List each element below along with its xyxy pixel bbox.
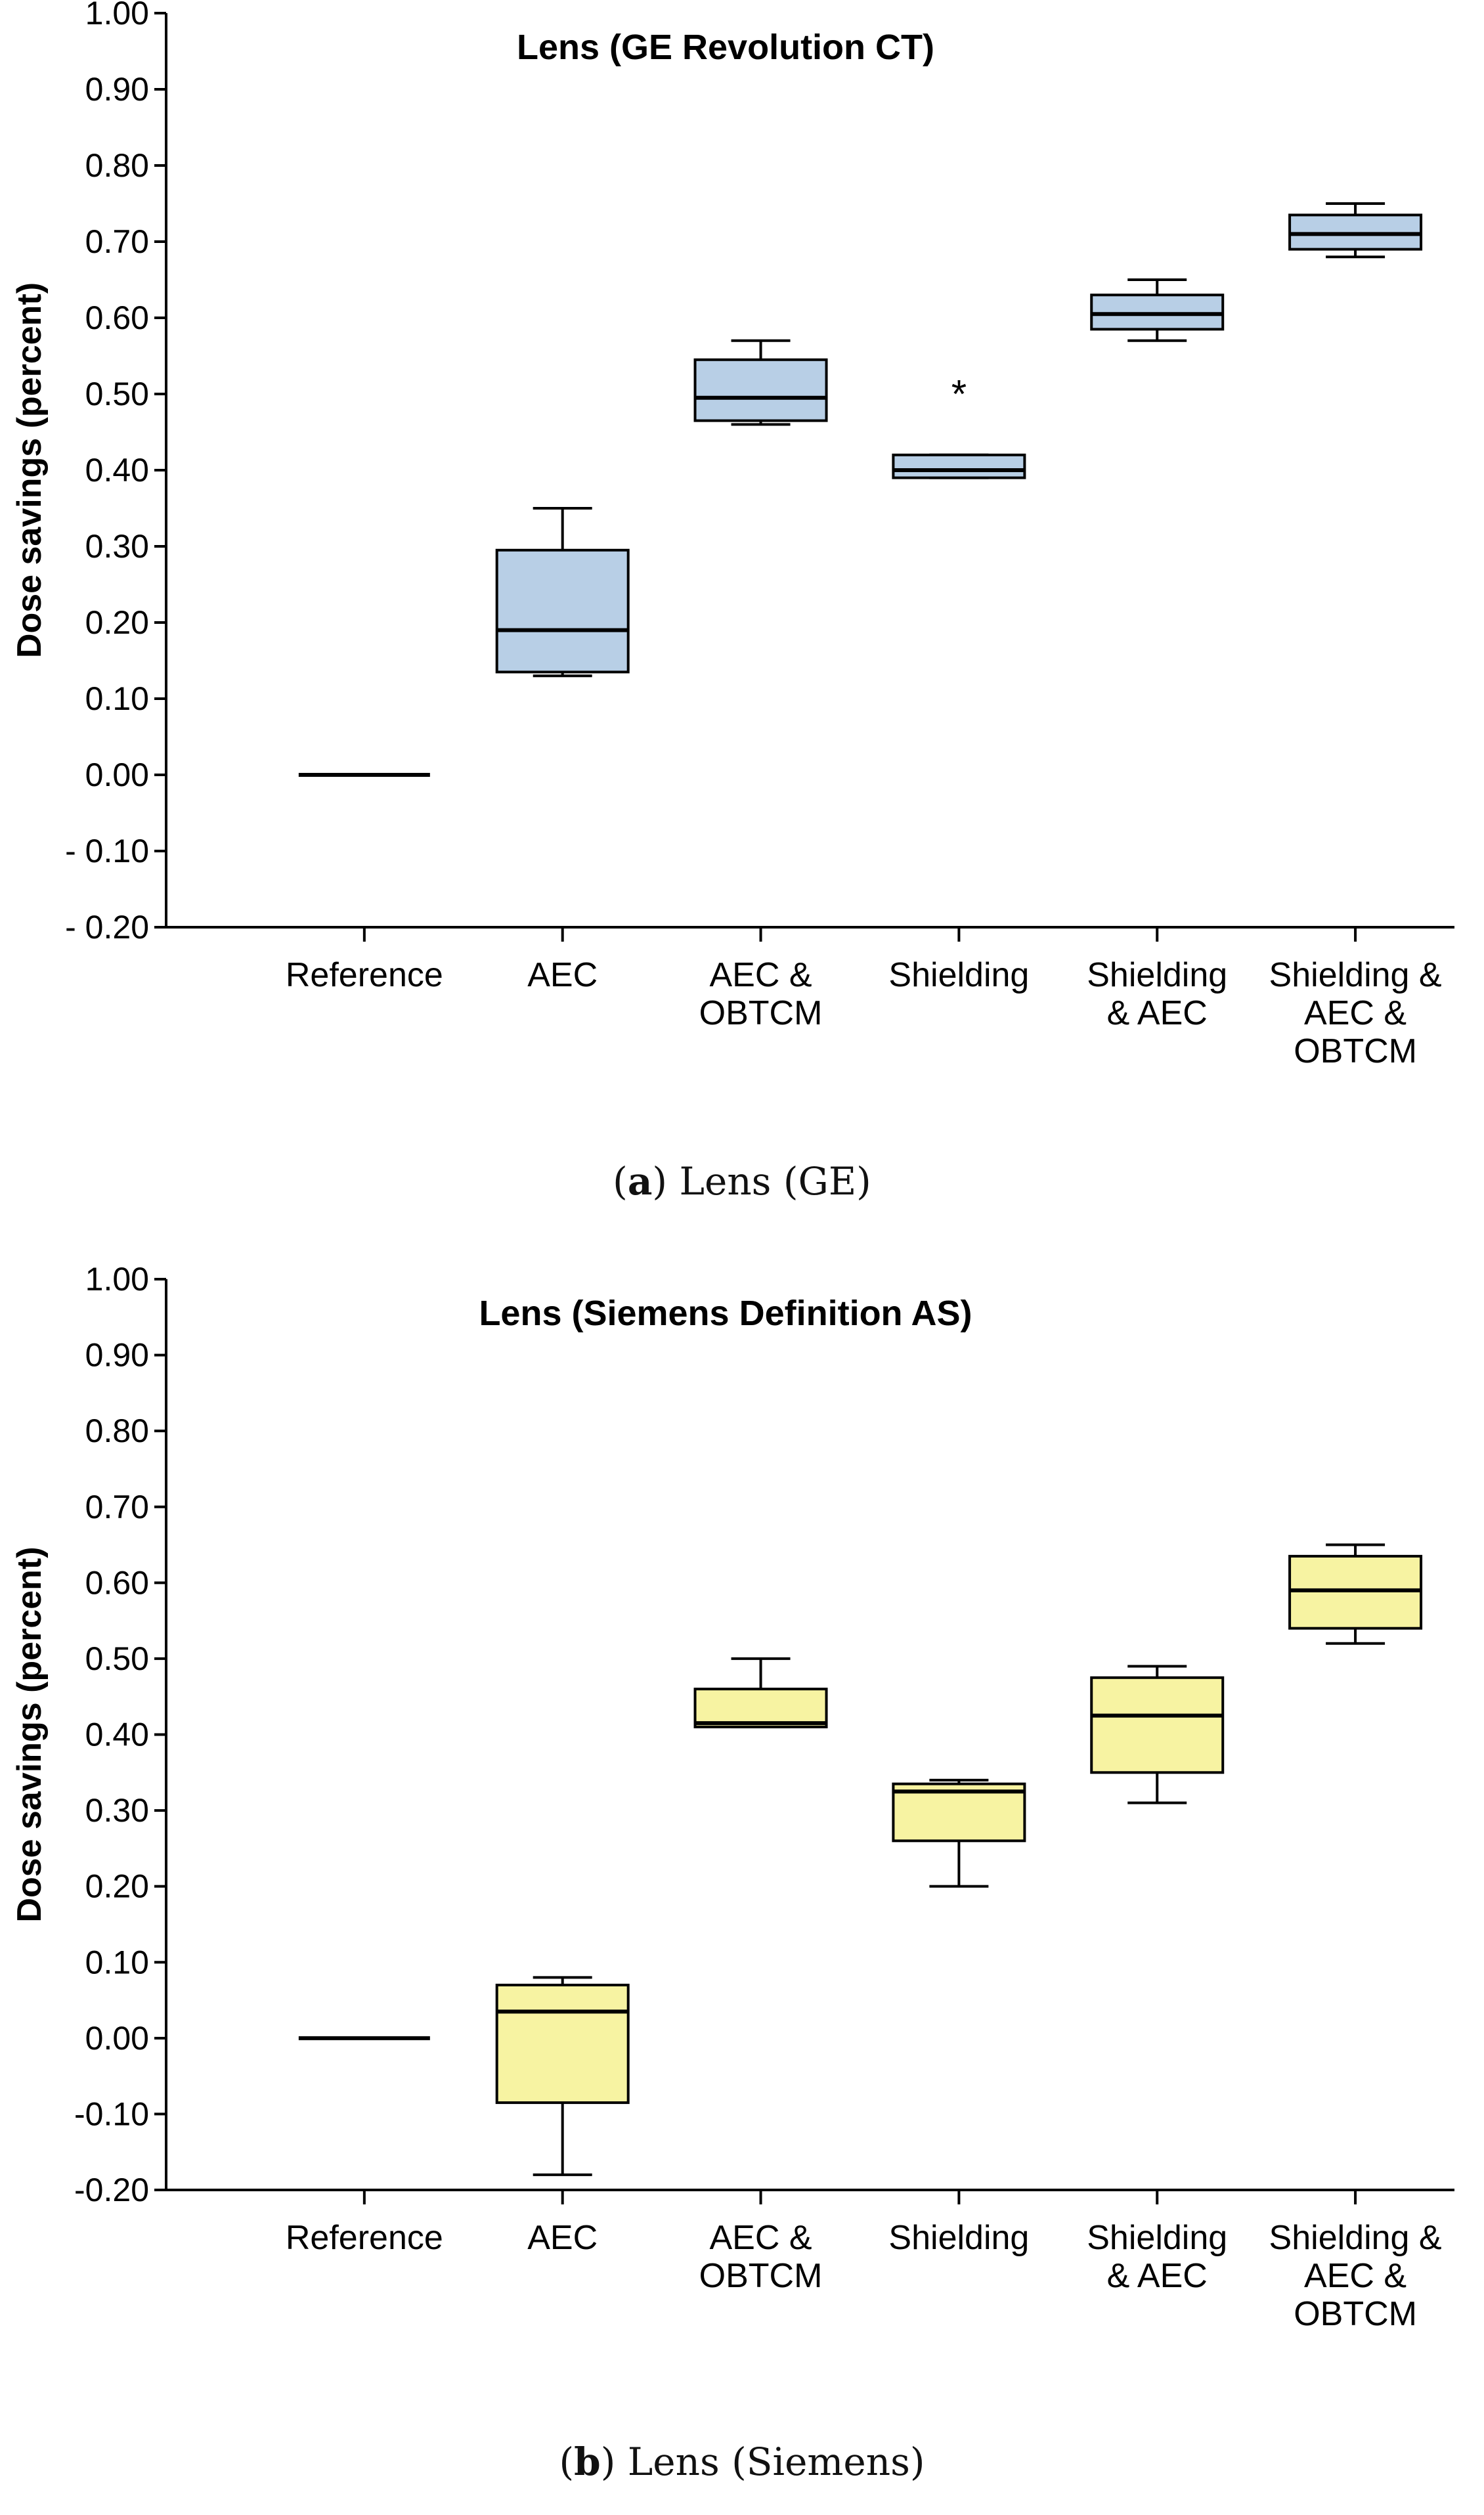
x-tick-label-line: AEC & — [1304, 994, 1407, 1032]
y-tick-label: 0.90 — [85, 71, 149, 108]
x-tick-label-line: Reference — [286, 956, 443, 994]
x-tick-label-line: Shielding & — [1269, 2219, 1442, 2257]
y-tick-label: 0.30 — [85, 1792, 149, 1829]
x-tick-label-line: & AEC — [1107, 994, 1208, 1032]
x-tick-label-line: AEC — [527, 2219, 598, 2257]
y-tick-label: 0.00 — [85, 2020, 149, 2057]
caption-b-text: Lens (Siemens) — [627, 2439, 925, 2484]
y-tick-label: 0.50 — [85, 376, 149, 412]
y-tick-label: 1.00 — [85, 0, 149, 32]
x-tick-label-line: Reference — [286, 2219, 443, 2257]
x-tick-label-line: AEC & — [710, 956, 812, 994]
y-axis-title: Dose savings (percent) — [11, 1546, 49, 1922]
x-tick-label-line: AEC & — [1304, 2257, 1407, 2295]
x-tick-label: AEC & OBTCM — [699, 2219, 823, 2295]
box-iqr — [693, 1688, 828, 1728]
y-tick-label: -0.10 — [74, 2095, 149, 2132]
x-tick-label-line: Shielding — [888, 2219, 1029, 2257]
x-tick-label-line: OBTCM — [1294, 1032, 1417, 1070]
caption-a-text: Lens (GE) — [679, 1159, 871, 1204]
caption-b: (b) Lens (Siemens) — [559, 2439, 925, 2484]
caption-b-label: b — [574, 2439, 601, 2484]
y-tick-label: 0.50 — [85, 1640, 149, 1677]
x-tick-label-line: OBTCM — [699, 2257, 823, 2295]
y-tick-label: 0.70 — [85, 223, 149, 260]
box-iqr — [1090, 1676, 1225, 1774]
x-tick-label-line: AEC — [527, 956, 598, 994]
y-tick-label: - 0.20 — [65, 909, 149, 946]
y-tick-label: 0.70 — [85, 1489, 149, 1525]
y-tick-label: 0.20 — [85, 1868, 149, 1905]
x-tick-label-line: AEC & — [710, 2219, 812, 2257]
x-tick-label: AEC & OBTCM — [699, 956, 823, 1032]
x-tick-label: Shielding & AEC — [1087, 2219, 1227, 2295]
chart-title: Lens (Siemens Definition AS) — [479, 1294, 972, 1333]
y-tick-label: 0.60 — [85, 299, 149, 336]
box-iqr — [495, 548, 630, 674]
x-tick-label: Reference — [286, 956, 443, 994]
y-tick-label: 0.10 — [85, 680, 149, 717]
caption-a-label: a — [627, 1159, 653, 1204]
box-iqr — [892, 453, 1026, 479]
y-tick-label: 0.90 — [85, 1337, 149, 1374]
y-tick-label: 0.80 — [85, 1412, 149, 1449]
box-iqr — [693, 358, 828, 422]
x-tick-label: Shielding — [888, 2219, 1029, 2257]
y-tick-label: 0.20 — [85, 604, 149, 641]
y-tick-label: -0.20 — [74, 2172, 149, 2208]
boxplot-lens-ge: - 0.20 - 0.10 0.00 0.10 0.20 0.30 0.40 0.50 0.60… — [11, 0, 1454, 1070]
x-tick-label: Reference — [286, 2219, 443, 2257]
x-tick-label-line: Shielding — [888, 956, 1029, 994]
x-tick-label: AEC — [527, 2219, 598, 2257]
x-tick-label: Shielding & AEC & OBTCM — [1269, 2219, 1442, 2333]
x-tick-label-line: Shielding — [1087, 956, 1227, 994]
y-tick-label: 0.80 — [85, 147, 149, 184]
chart-title: Lens (GE Revolution CT) — [517, 28, 934, 67]
y-tick-label: 0.10 — [85, 1944, 149, 1980]
x-tick-label: Shielding & AEC — [1087, 956, 1227, 1032]
caption-a: (a) Lens (GE) — [613, 1159, 871, 1204]
x-tick-label: Shielding & AEC & OBTCM — [1269, 956, 1442, 1070]
y-tick-label: 0.60 — [85, 1564, 149, 1601]
x-tick-label-line: OBTCM — [1294, 2295, 1417, 2333]
x-tick-label-line: & AEC — [1107, 2257, 1208, 2295]
y-tick-label: 1.00 — [85, 1267, 149, 1298]
box-iqr — [495, 1983, 630, 2105]
y-axis-title: Dose savings (percent) — [11, 282, 49, 658]
y-tick-label: - 0.10 — [65, 833, 149, 869]
x-tick-label: Shielding — [888, 956, 1029, 994]
x-tick-label: AEC — [527, 956, 598, 994]
boxplot-lens-siemens: -0.20 -0.10 0.00 0.10 0.20 0.30 0.40 0.50 0.60 0.… — [11, 1267, 1454, 2333]
y-tick-label: 0.40 — [85, 1717, 149, 1753]
y-tick-label: 0.00 — [85, 756, 149, 793]
y-tick-label: 0.30 — [85, 528, 149, 565]
x-tick-label-line: Shielding — [1087, 2219, 1227, 2257]
outlier-marker: * — [951, 372, 967, 416]
x-tick-label-line: OBTCM — [699, 994, 823, 1032]
y-tick-label: 0.40 — [85, 452, 149, 489]
x-tick-label-line: Shielding & — [1269, 956, 1442, 994]
